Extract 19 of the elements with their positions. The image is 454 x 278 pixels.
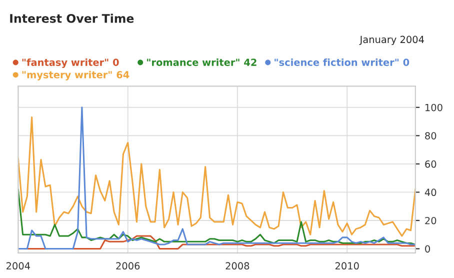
line-series bbox=[18, 116, 416, 237]
legend-label: "science fiction writer" 0 bbox=[274, 58, 410, 66]
x-tick-label: 2006 bbox=[116, 262, 140, 270]
legend-label: "mystery writer" 64 bbox=[22, 70, 130, 80]
text: January 2004 bbox=[359, 36, 424, 46]
legend-label: "romance writer" 42 bbox=[147, 58, 256, 66]
chart-title: Interest Over Time bbox=[10, 14, 134, 23]
x-tick-label: 2010 bbox=[335, 262, 359, 270]
x-tick-label: 2004 bbox=[6, 262, 30, 270]
y-tick-label: 80 bbox=[425, 132, 436, 140]
line-series bbox=[18, 106, 416, 250]
x-tick-label: 2008 bbox=[226, 262, 250, 270]
y-tick-label: 20 bbox=[425, 216, 436, 224]
y-tick-label: 40 bbox=[424, 188, 436, 196]
line-series bbox=[18, 188, 416, 246]
y-tick-label: 60 bbox=[425, 160, 436, 168]
legend-label: "fantasy writer" 0 bbox=[22, 58, 119, 68]
y-tick-label: 0 bbox=[425, 245, 430, 253]
y-tick-label: 100 bbox=[426, 104, 442, 112]
